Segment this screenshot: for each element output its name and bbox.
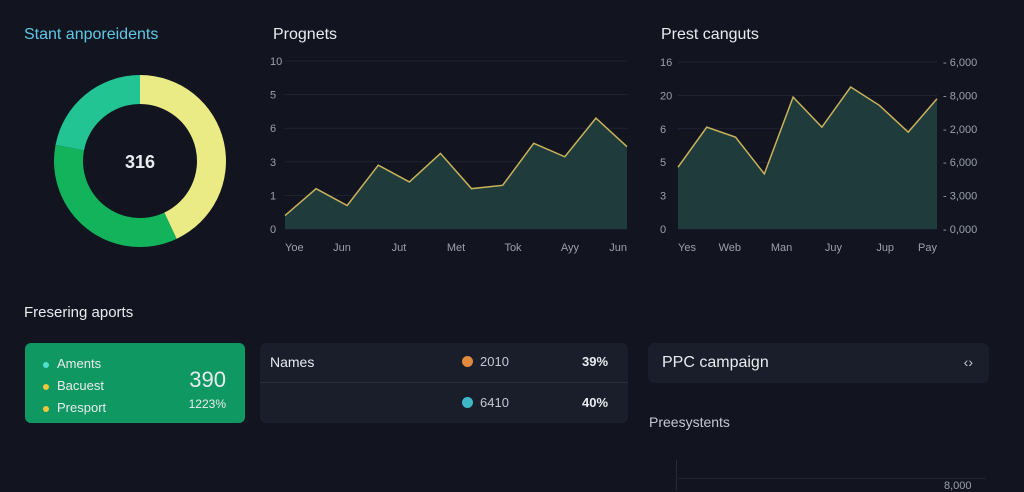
y2-tick-label: - 6,000 — [943, 157, 977, 169]
y2-tick-label: - 8,000 — [943, 90, 977, 102]
donut-chart — [54, 75, 226, 247]
chart1-title: Prognets — [273, 26, 338, 43]
chart2-title: Prest canguts — [661, 26, 759, 43]
chart2: 16 20 6 5 3 0 - 6,000 - 8,000 - 2,000 - 6,000 - 3,… — [660, 57, 977, 254]
donut-segment — [54, 144, 177, 247]
summary-value: 390 — [189, 367, 226, 392]
area-fill — [285, 118, 627, 229]
x-tick-label: Jup — [876, 242, 894, 254]
x-tick-label: Yoe — [285, 242, 304, 254]
names-row[interactable]: 6410 40% — [260, 383, 628, 423]
y-tick-label: 20 — [660, 90, 672, 102]
summary-percent: 1223% — [188, 397, 226, 411]
y-tick-label: 3 — [270, 157, 276, 169]
legend-item: Bacuest — [43, 375, 106, 397]
names-row[interactable]: 2010 39% — [260, 343, 628, 383]
donut-segment — [55, 75, 140, 151]
x-tick-label: Ayy — [561, 242, 580, 254]
y-tick-label: 5 — [270, 90, 276, 102]
y-tick-label: 3 — [660, 191, 666, 203]
sub-chart-gridline — [676, 478, 986, 479]
legend-dot — [43, 361, 49, 368]
ppc-campaign-button[interactable]: PPC campaign ‹› — [648, 343, 989, 383]
x-tick-label: Jut — [392, 242, 407, 254]
series-line — [677, 86, 938, 176]
donut-title: Stant anporeidents — [24, 26, 159, 43]
y2-tick-label: - 3,000 — [943, 191, 977, 203]
y-tick-label: 10 — [270, 56, 282, 68]
legend-dot — [43, 383, 49, 390]
reports-title: Fresering aports — [24, 304, 134, 321]
names-card: Names 2010 39% 6410 40% — [260, 343, 628, 423]
y2-tick-label: - 0,000 — [943, 224, 977, 236]
sub-chart-axis — [676, 460, 677, 490]
donut-center-value: 316 — [124, 152, 156, 172]
donut-segment — [140, 75, 226, 239]
y2-tick-label: - 2,000 — [943, 124, 977, 136]
y-tick-label: 5 — [660, 157, 666, 169]
legend-dot — [43, 405, 49, 412]
summary-card[interactable]: Aments Bacuest Presport 390 1223% — [25, 343, 245, 423]
area-fill — [678, 87, 937, 229]
x-tick-label: Man — [771, 242, 792, 254]
series-line — [284, 117, 628, 217]
x-tick-label: Juy — [825, 242, 843, 254]
sub-title: Preesystents — [649, 414, 730, 430]
y2-tick-label: - 6,000 — [943, 57, 977, 69]
legend-item: Presport — [43, 397, 106, 419]
y-tick-label: 6 — [270, 123, 276, 135]
y-tick-label: 16 — [660, 57, 672, 69]
x-tick-label: Jun — [609, 242, 627, 254]
blue-coin-icon — [462, 397, 473, 408]
x-tick-label: Web — [719, 242, 741, 254]
sub-chart-tick: 8,000 — [944, 480, 972, 492]
y-tick-label: 1 — [270, 190, 276, 202]
names-header: Names — [270, 354, 315, 370]
orange-coin-icon — [462, 356, 473, 367]
x-tick-label: Yes — [678, 242, 696, 254]
x-tick-label: Met — [447, 242, 465, 254]
code-brackets-icon[interactable]: ‹› — [963, 354, 973, 370]
y-tick-label: 6 — [660, 124, 666, 136]
y-tick-label: 0 — [660, 224, 666, 236]
legend-item: Aments — [43, 353, 106, 375]
x-tick-label: Jun — [333, 242, 351, 254]
x-tick-label: Pay — [918, 242, 937, 254]
y-tick-label: 0 — [270, 224, 276, 236]
x-tick-label: Tok — [504, 242, 522, 254]
